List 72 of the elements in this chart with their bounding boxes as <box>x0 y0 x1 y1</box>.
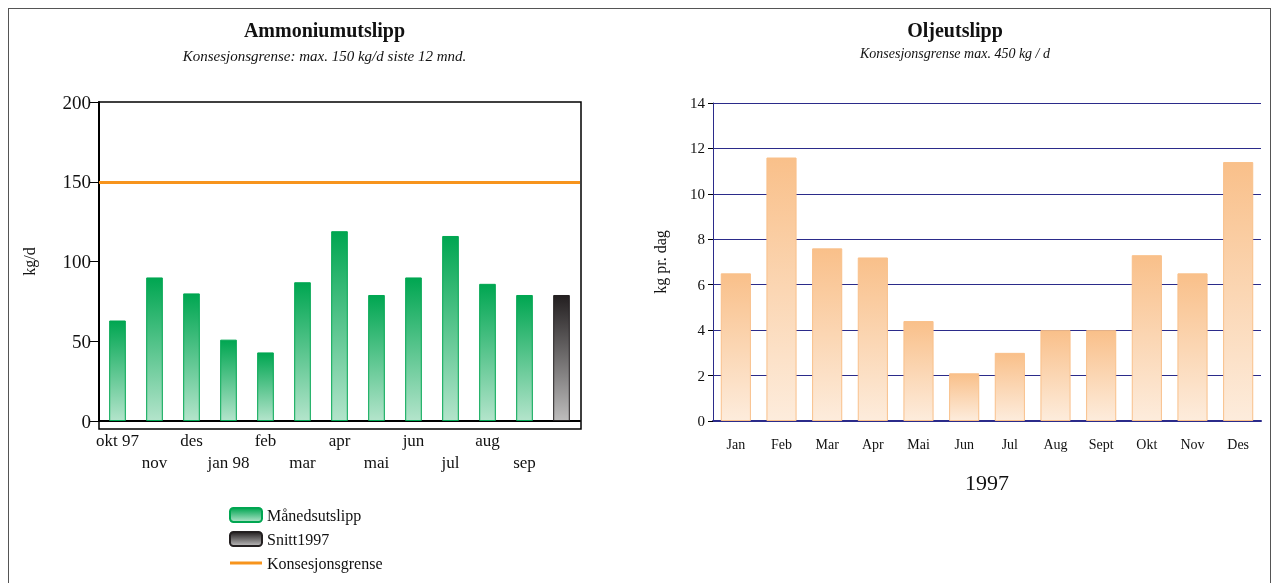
x-tick-label: Apr <box>861 436 885 452</box>
bar <box>1040 330 1071 421</box>
legend-label: Konsesjonsgrense <box>267 554 383 573</box>
bar <box>1131 255 1162 421</box>
x-tick-label: Nov <box>1180 436 1205 452</box>
bar <box>183 293 200 421</box>
y-tick-label: 0 <box>697 413 705 429</box>
bar <box>146 277 163 421</box>
chart-title: Oljeutslipp <box>907 19 1003 42</box>
x-tick-label: Des <box>1227 436 1250 452</box>
bar <box>1086 330 1117 421</box>
bar <box>720 273 751 421</box>
x-tick-label: Okt <box>1136 436 1158 452</box>
bar <box>479 283 496 421</box>
y-tick-label: 0 <box>81 410 91 432</box>
x-tick-label: Mai <box>907 436 930 452</box>
x-tick-label: Feb <box>771 436 792 452</box>
chart-subtitle: Konsesjonsgrense max. 450 kg / d <box>858 45 1051 61</box>
bar <box>109 320 126 421</box>
x-tick-label: Sept <box>1088 436 1114 452</box>
x-tick-label: mai <box>363 452 390 472</box>
y-tick-label: 8 <box>697 231 705 248</box>
y-tick-label: 4 <box>697 322 706 339</box>
x-tick-label: des <box>180 430 203 450</box>
bar <box>857 257 888 421</box>
legend-label: Snitt1997 <box>267 530 330 548</box>
bar <box>903 321 934 421</box>
y-tick-label: 150 <box>62 171 91 193</box>
bar <box>766 157 797 421</box>
y-tick-label: 12 <box>690 140 705 157</box>
y-tick-label: 50 <box>72 330 91 352</box>
bar <box>553 295 570 421</box>
y-tick-label: 14 <box>690 95 706 111</box>
bar <box>294 282 311 421</box>
y-axis-title: kg pr. dag <box>651 230 670 294</box>
y-axis-title: kg/d <box>20 247 39 276</box>
x-tick-label: jan 98 <box>206 452 250 472</box>
bar <box>516 295 533 421</box>
x-tick-label: jun <box>401 430 425 450</box>
bar <box>405 277 422 421</box>
bar <box>442 235 459 421</box>
x-tick-label: nov <box>141 452 168 472</box>
x-tick-label: jul <box>440 452 460 472</box>
x-tick-label: Mar <box>815 436 840 452</box>
y-tick-label: 2 <box>697 367 705 384</box>
bar <box>949 373 980 421</box>
y-tick-label: 6 <box>697 276 706 293</box>
x-tick-label: Jan <box>726 436 746 452</box>
bar <box>1223 162 1254 421</box>
y-tick-label: 10 <box>690 185 705 202</box>
bar <box>257 352 274 421</box>
chart-title: Ammoniumutslipp <box>243 19 406 42</box>
bar <box>368 295 385 421</box>
chart-subtitle: Konsesjonsgrense: max. 150 kg/d siste 12 mnd. <box>181 47 467 64</box>
bar <box>812 248 843 421</box>
bar <box>220 339 237 421</box>
x-tick-label: sep <box>513 452 536 472</box>
x-tick-label: feb <box>254 430 277 450</box>
x-tick-label: apr <box>328 430 351 450</box>
bar <box>1177 273 1208 421</box>
x-tick-label: Jul <box>1001 436 1019 452</box>
y-tick-label: 100 <box>62 251 91 272</box>
x-tick-label: aug <box>475 430 501 450</box>
x-tick-label: Jun <box>954 436 974 452</box>
bar <box>331 231 348 421</box>
x-axis-title: 1997 <box>965 469 1009 495</box>
legend-label: Månedsutslipp <box>267 506 362 525</box>
x-tick-label: mar <box>289 452 317 472</box>
bar <box>994 352 1025 421</box>
y-tick-label: 200 <box>62 91 91 113</box>
x-tick-label: okt 97 <box>96 430 140 450</box>
x-tick-label: Aug <box>1043 436 1068 452</box>
